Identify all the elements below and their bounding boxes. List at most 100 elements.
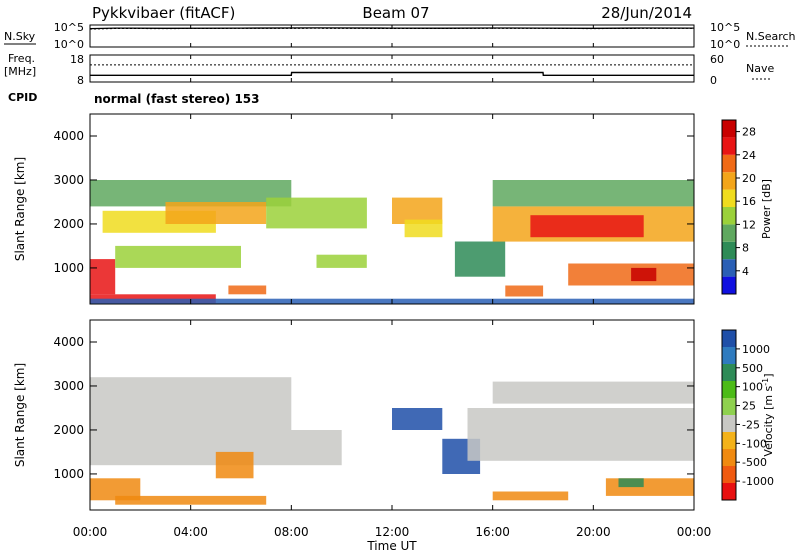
velocity-cbar-label-4: -25 xyxy=(742,418,760,431)
freq-series xyxy=(90,71,694,77)
velocity-yticks: 1000 2000 3000 4000 xyxy=(53,335,694,481)
date-title: 28/Jun/2014 xyxy=(601,4,692,22)
noise-tick-left-low: 10^0 xyxy=(54,38,84,51)
power-cbar-swatch-9 xyxy=(722,120,736,138)
noise-series-nsky xyxy=(89,27,695,30)
velocity-cbar-label-7: -1000 xyxy=(742,475,774,488)
velocity-cell-5 xyxy=(392,408,443,430)
velocity-cbar-label-0: 1000 xyxy=(742,343,770,356)
velocity-cells xyxy=(90,377,694,505)
freq-unit-label: [MHz] xyxy=(4,65,36,78)
time-tick-label-5: 20:00 xyxy=(576,525,611,539)
power-cell-10 xyxy=(404,219,443,238)
power-cells xyxy=(90,180,694,304)
power-cbar-swatch-5 xyxy=(722,189,736,207)
power-cell-7 xyxy=(266,197,367,229)
power-cbar-frame xyxy=(721,119,737,295)
time-axis-label: Time UT xyxy=(366,539,417,553)
cpid-label: CPID xyxy=(8,91,37,104)
velocity-unit-close: ] xyxy=(762,373,775,377)
velocity-ytick-label-1: 2000 xyxy=(53,423,84,437)
velocity-cell-7 xyxy=(467,408,694,461)
power-cbar-label-2: 12 xyxy=(742,218,756,231)
power-cbar-swatch-6 xyxy=(722,172,736,190)
velocity-cell-11 xyxy=(492,381,694,404)
power-colorbar: 4 8 12 16 20 24 28 xyxy=(721,119,756,295)
velocity-cbar-swatch-2 xyxy=(722,364,736,381)
nsky-label: N.Sky xyxy=(4,30,36,43)
velocity-cbar-swatch-7 xyxy=(722,449,736,466)
power-ytick-label-3: 4000 xyxy=(53,129,84,143)
power-cbar-label-3: 16 xyxy=(742,195,756,208)
power-cell-14 xyxy=(492,180,694,207)
velocity-cell-0 xyxy=(90,377,292,430)
velocity-cbar-label-3: 25 xyxy=(742,400,756,413)
velocity-ylabel: Slant Range [km] xyxy=(13,363,27,467)
time-tick-label-2: 08:00 xyxy=(274,525,309,539)
velocity-cbar-label-1: 500 xyxy=(742,362,763,375)
power-cbar-swatch-2 xyxy=(722,241,736,260)
freq-panel xyxy=(89,54,695,83)
velocity-cbar-label: Velocity [m s-1] xyxy=(761,373,775,456)
nave-tick-low: 0 xyxy=(710,74,717,87)
power-cell-5 xyxy=(228,285,267,295)
velocity-unit-exponent: -1 xyxy=(761,378,770,386)
time-tick-label-1: 04:00 xyxy=(173,525,208,539)
power-cbar-swatch-8 xyxy=(722,137,736,155)
power-cell-15 xyxy=(505,285,544,297)
noise-tick-right-low: 10^0 xyxy=(710,38,740,51)
power-cell-2 xyxy=(165,202,267,224)
velocity-ytick-label-2: 3000 xyxy=(53,379,84,393)
power-cbar-label-5: 24 xyxy=(742,149,756,162)
velocity-cbar-label-2: 100 xyxy=(742,381,763,394)
velocity-cell-2 xyxy=(90,478,141,501)
freq-tick-high: 18 xyxy=(70,53,84,66)
power-ytick-label-0: 1000 xyxy=(53,261,84,275)
beam-title: Beam 07 xyxy=(362,4,429,22)
power-cbar-swatch-4 xyxy=(722,207,736,225)
velocity-cbar-swatch-3 xyxy=(722,381,736,398)
power-cbar-swatch-3 xyxy=(722,224,736,242)
velocity-cbar-label-5: -100 xyxy=(742,437,767,450)
freq-lines xyxy=(90,64,694,77)
power-cbar-label-1: 8 xyxy=(742,242,749,255)
power-cbar-swatch-0 xyxy=(722,276,736,294)
power-yticks: 1000 2000 3000 4000 xyxy=(53,129,694,275)
velocity-cell-8 xyxy=(492,491,569,501)
velocity-cbar-frame xyxy=(721,329,737,501)
time-tick-label-3: 12:00 xyxy=(375,525,410,539)
nsearch-label: N.Search xyxy=(746,30,796,43)
power-cbar-swatch-7 xyxy=(722,154,736,173)
power-cell-17 xyxy=(631,267,657,282)
time-tick-label-4: 16:00 xyxy=(475,525,510,539)
power-cell-13 xyxy=(530,215,644,238)
velocity-cbar-swatch-0 xyxy=(722,330,736,347)
time-tick-label-6: 00:00 xyxy=(677,525,712,539)
velocity-cbar-swatch-8 xyxy=(722,466,736,483)
power-cbar-label-4: 20 xyxy=(742,172,756,185)
noise-tick-right-high: 10^5 xyxy=(710,21,740,34)
velocity-cbar-swatch-6 xyxy=(722,432,736,449)
velocity-colorbar: 1000 500 100 25 -25 -100 -500 -1000 xyxy=(721,329,774,501)
power-cell-3 xyxy=(90,259,116,295)
power-cell-8 xyxy=(316,254,367,268)
power-cbar-label-6: 28 xyxy=(742,126,756,139)
velocity-cbar-swatch-4 xyxy=(722,398,736,415)
velocity-cbar-swatch-5 xyxy=(722,415,736,432)
velocity-ytick-label-3: 4000 xyxy=(53,335,84,349)
freq-tick-low: 8 xyxy=(77,74,84,87)
noise-tick-left-high: 10^5 xyxy=(54,21,84,34)
station-title: Pykkvibaer (fitACF) xyxy=(92,4,235,22)
velocity-cell-3 xyxy=(115,495,267,505)
power-cell-4 xyxy=(90,294,216,304)
power-cell-11 xyxy=(454,241,506,277)
power-ytick-label-1: 2000 xyxy=(53,217,84,231)
velocity-cell-4 xyxy=(215,451,254,479)
velocity-cbar-swatch-9 xyxy=(722,483,736,500)
power-cell-6 xyxy=(115,245,241,268)
power-ylabel: Slant Range [km] xyxy=(13,157,27,261)
nave-label: Nave xyxy=(746,62,774,75)
cpid-value: normal (fast stereo) 153 xyxy=(94,92,260,106)
velocity-cbar-label-6: -500 xyxy=(742,456,767,469)
